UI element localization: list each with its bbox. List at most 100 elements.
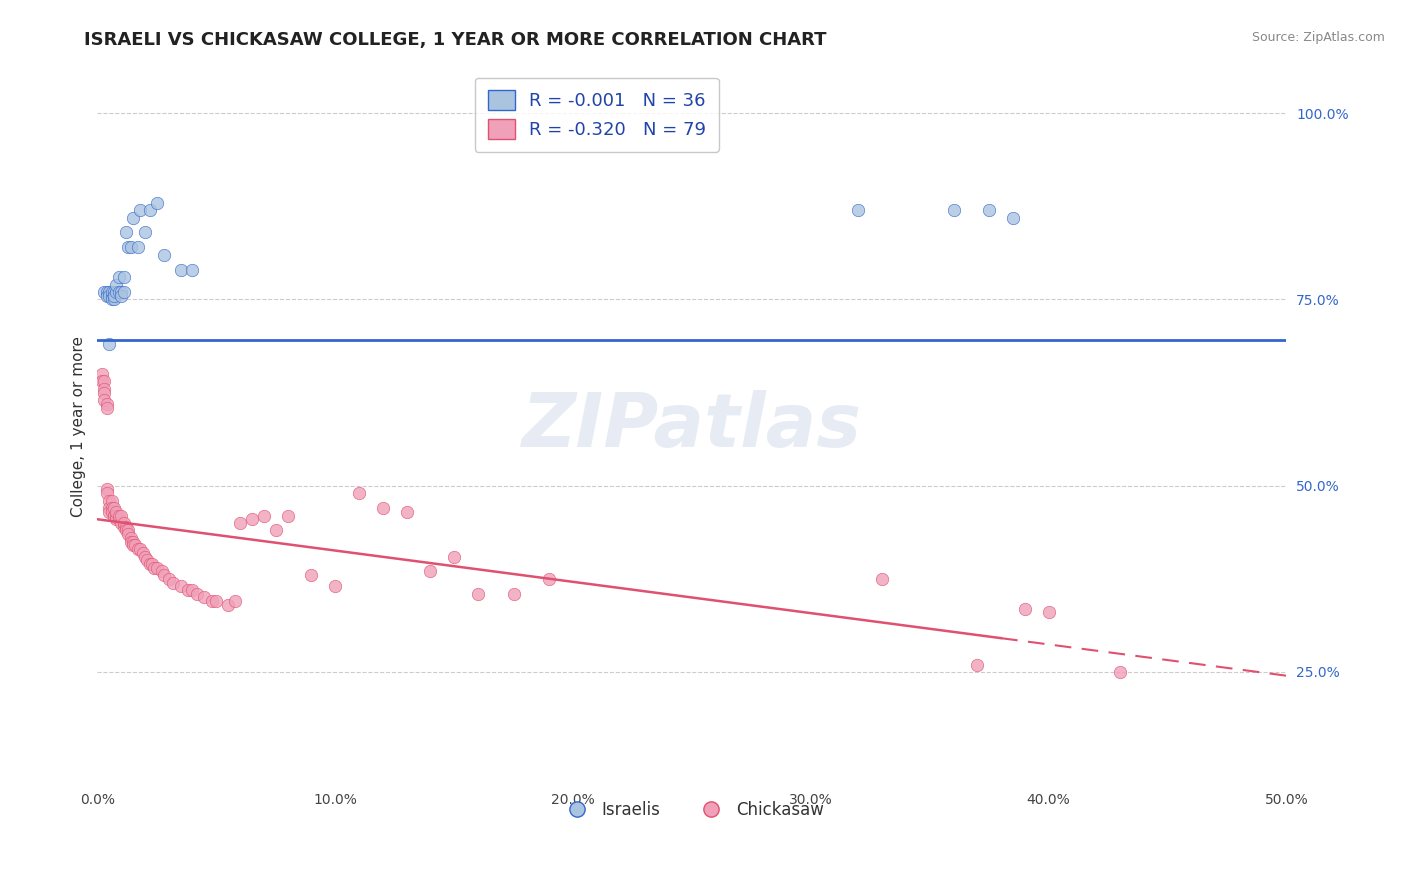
Point: [146, 195, 169, 210]
Point: [110, 516, 132, 530]
Point: [186, 587, 208, 601]
Point: [138, 203, 160, 218]
Point: [848, 203, 870, 218]
Point: [103, 293, 125, 307]
Point: [240, 512, 263, 526]
Point: [181, 262, 204, 277]
Point: [966, 657, 988, 672]
Point: [100, 293, 122, 307]
Point: [419, 565, 441, 579]
Point: [115, 519, 138, 533]
Point: [150, 565, 173, 579]
Point: [100, 505, 122, 519]
Point: [112, 285, 135, 299]
Point: [93, 382, 115, 396]
Point: [122, 534, 145, 549]
Point: [96, 397, 118, 411]
Point: [347, 486, 370, 500]
Point: [107, 270, 129, 285]
Point: [143, 560, 166, 574]
Point: [96, 289, 118, 303]
Point: [112, 519, 135, 533]
Legend: Israelis, Chickasaw: Israelis, Chickasaw: [554, 794, 831, 825]
Point: [112, 516, 135, 530]
Point: [96, 401, 118, 415]
Point: [105, 508, 128, 523]
Point: [112, 270, 135, 285]
Point: [93, 375, 115, 389]
Point: [162, 575, 184, 590]
Point: [299, 568, 322, 582]
Point: [107, 508, 129, 523]
Point: [100, 501, 122, 516]
Point: [134, 226, 156, 240]
Point: [115, 524, 138, 538]
Point: [129, 203, 152, 218]
Point: [93, 285, 115, 299]
Point: [229, 516, 252, 530]
Point: [224, 594, 246, 608]
Point: [538, 572, 561, 586]
Point: [103, 508, 125, 523]
Point: [96, 483, 118, 497]
Point: [169, 262, 191, 277]
Point: [395, 505, 418, 519]
Point: [110, 289, 132, 303]
Point: [107, 285, 129, 299]
Point: [205, 594, 228, 608]
Point: [98, 337, 121, 351]
Point: [122, 211, 145, 225]
Point: [120, 240, 142, 254]
Point: [120, 531, 142, 545]
Point: [127, 542, 149, 557]
Point: [264, 524, 287, 538]
Point: [1014, 601, 1036, 615]
Point: [371, 501, 394, 516]
Point: [100, 493, 122, 508]
Text: Source: ZipAtlas.com: Source: ZipAtlas.com: [1251, 31, 1385, 45]
Point: [1001, 211, 1024, 225]
Y-axis label: College, 1 year or more: College, 1 year or more: [72, 335, 86, 516]
Point: [98, 289, 121, 303]
Point: [323, 579, 346, 593]
Point: [127, 240, 149, 254]
Point: [443, 549, 465, 564]
Point: [110, 508, 132, 523]
Point: [169, 579, 191, 593]
Point: [141, 557, 163, 571]
Point: [93, 385, 115, 400]
Point: [93, 392, 115, 407]
Point: [105, 285, 128, 299]
Point: [103, 501, 125, 516]
Point: [91, 375, 114, 389]
Point: [91, 367, 114, 381]
Point: [98, 493, 121, 508]
Point: [100, 289, 122, 303]
Point: [200, 594, 222, 608]
Point: [153, 568, 176, 582]
Point: [129, 542, 152, 557]
Point: [105, 277, 128, 292]
Point: [1038, 606, 1060, 620]
Point: [96, 285, 118, 299]
Point: [98, 501, 121, 516]
Point: [870, 572, 893, 586]
Point: [136, 553, 159, 567]
Point: [157, 572, 180, 586]
Point: [117, 527, 139, 541]
Point: [193, 591, 215, 605]
Point: [122, 538, 145, 552]
Text: ZIPatlas: ZIPatlas: [522, 390, 862, 463]
Point: [107, 512, 129, 526]
Point: [131, 546, 153, 560]
Point: [98, 505, 121, 519]
Point: [181, 582, 204, 597]
Point: [105, 512, 128, 526]
Point: [120, 534, 142, 549]
Point: [979, 203, 1001, 218]
Point: [124, 538, 146, 552]
Point: [110, 285, 132, 299]
Point: [115, 226, 138, 240]
Point: [1109, 665, 1132, 679]
Point: [138, 557, 160, 571]
